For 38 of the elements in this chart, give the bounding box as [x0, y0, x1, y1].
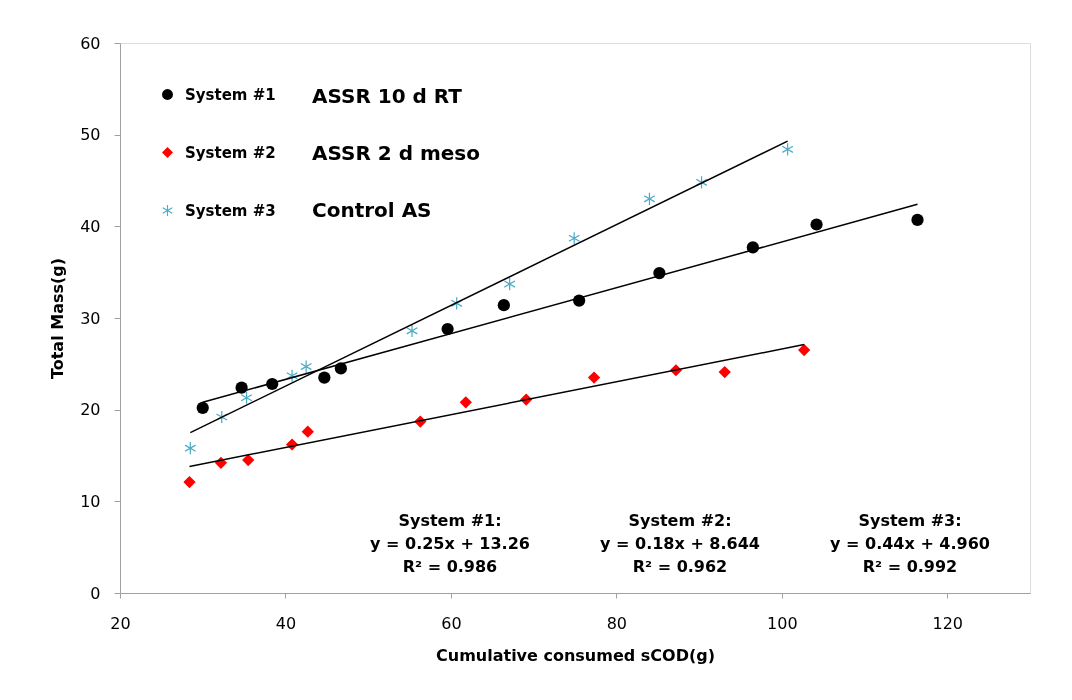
x-tick-label: 60	[441, 613, 462, 633]
x-tick-label: 20	[110, 613, 131, 633]
x-tick-label: 40	[275, 613, 297, 633]
y-tick-label: 40	[80, 216, 101, 236]
annotation: System #3: y = 0.44x + 4.960 R² = 0.992	[830, 511, 990, 576]
y-tick-label: 30	[80, 308, 101, 328]
point	[810, 218, 823, 231]
annotation: Control AS	[312, 198, 432, 222]
annotation: ASSR 2 d meso	[312, 141, 480, 165]
y-tick-label: 0	[90, 583, 101, 603]
point	[240, 391, 253, 404]
legend-label: System #3	[185, 201, 276, 220]
y-tick-label: 60	[80, 33, 101, 53]
point	[459, 396, 472, 409]
point	[196, 401, 209, 414]
y-tick-label: 50	[80, 125, 101, 145]
point	[406, 324, 418, 337]
point	[318, 371, 331, 384]
point	[242, 453, 255, 467]
point	[798, 343, 811, 357]
point	[301, 425, 314, 438]
legend-label: System #1	[185, 85, 276, 104]
point	[587, 371, 601, 384]
y-axis-title: Total Mass(g)	[48, 257, 68, 380]
x-axis-title: Cumulative consumed sCOD(g)	[435, 645, 716, 665]
x-tick-label: 100	[767, 613, 798, 633]
y-tick-label: 20	[80, 400, 101, 420]
legend-label: System #2	[185, 143, 276, 162]
x-tick-label: 80	[606, 613, 628, 633]
point	[497, 299, 510, 312]
annotation: ASSR 10 d RT	[312, 84, 463, 108]
annotation: System #2: y = 0.18x + 8.644 R² = 0.962	[600, 511, 760, 576]
point	[718, 365, 731, 379]
point	[183, 475, 196, 489]
y-tick-label: 10	[80, 491, 101, 511]
point	[911, 213, 924, 227]
x-tick-label: 120	[932, 613, 964, 633]
annotation: System #1: y = 0.25x + 13.26 R² = 0.986	[370, 511, 530, 576]
